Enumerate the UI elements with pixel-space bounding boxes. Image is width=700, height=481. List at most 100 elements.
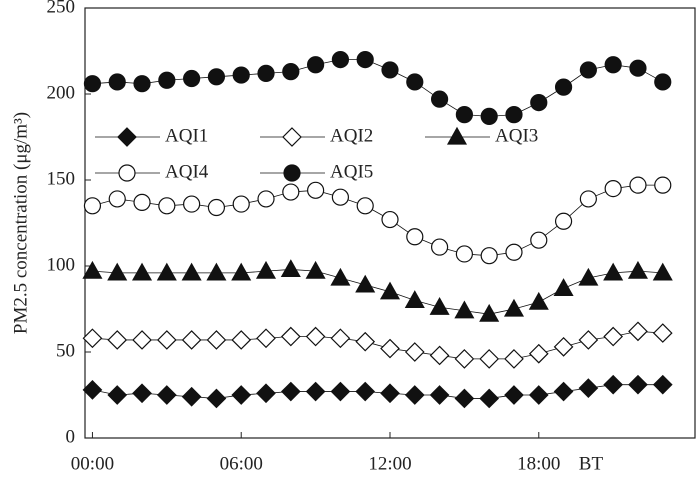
data-point xyxy=(206,262,227,281)
y-tick-label: 0 xyxy=(66,426,76,447)
x-tick-label: 12:00 xyxy=(368,453,411,474)
data-point xyxy=(82,260,103,279)
data-point xyxy=(231,385,252,405)
data-point xyxy=(231,262,252,281)
data-point xyxy=(578,267,599,286)
series-line xyxy=(92,330,663,360)
data-point xyxy=(603,262,624,281)
data-point xyxy=(307,181,325,199)
data-point xyxy=(107,385,128,405)
data-point xyxy=(579,61,597,79)
legend-label: AQI1 xyxy=(165,125,208,146)
data-point xyxy=(330,267,351,286)
data-point xyxy=(504,349,524,369)
data-point xyxy=(181,386,202,407)
x-tick-label: 18:00 xyxy=(517,453,560,474)
data-point xyxy=(554,212,573,230)
data-point xyxy=(156,385,177,405)
data-point xyxy=(381,61,399,79)
data-point xyxy=(83,75,102,93)
data-point xyxy=(603,374,624,395)
data-point xyxy=(82,328,103,349)
x-tick-label: 06:00 xyxy=(220,453,263,474)
data-point xyxy=(158,71,176,89)
data-point xyxy=(331,188,350,206)
data-point xyxy=(429,297,450,315)
data-point xyxy=(455,245,473,263)
data-point xyxy=(83,197,102,215)
data-point xyxy=(652,374,673,395)
data-point xyxy=(480,107,498,125)
data-point xyxy=(156,330,177,350)
data-point xyxy=(181,262,202,281)
data-point xyxy=(404,342,425,362)
y-axis-label: PM2.5 concentration (μg/m³) xyxy=(10,112,31,334)
data-point xyxy=(528,343,549,364)
data-point xyxy=(380,338,400,359)
data-point xyxy=(305,381,326,402)
data-point xyxy=(331,50,350,69)
legend-marker xyxy=(118,164,136,182)
data-point xyxy=(654,176,672,194)
data-point xyxy=(307,56,325,74)
data-point xyxy=(479,303,500,322)
data-point xyxy=(133,193,151,211)
series-line xyxy=(92,384,663,399)
data-point xyxy=(356,50,374,69)
legend-marker xyxy=(283,164,301,182)
data-point xyxy=(181,330,202,350)
data-point xyxy=(330,381,351,402)
data-point xyxy=(406,228,424,246)
data-point xyxy=(429,385,450,405)
data-point xyxy=(282,183,300,201)
y-tick-label: 200 xyxy=(47,82,76,103)
y-tick-label: 250 xyxy=(47,0,76,17)
data-point xyxy=(629,176,647,194)
data-point xyxy=(107,262,128,281)
data-point xyxy=(553,336,574,357)
data-point xyxy=(530,93,548,112)
data-point xyxy=(255,260,277,279)
data-point xyxy=(379,281,401,300)
data-point xyxy=(207,198,226,217)
y-tick-label: 150 xyxy=(47,168,76,189)
data-point xyxy=(628,321,648,342)
data-point xyxy=(257,190,275,208)
data-point xyxy=(355,274,376,293)
data-point xyxy=(628,374,648,395)
data-point xyxy=(505,243,523,261)
data-point xyxy=(505,106,523,124)
data-point xyxy=(108,190,126,208)
data-point xyxy=(404,385,425,405)
data-point xyxy=(528,385,549,405)
series-line xyxy=(92,59,663,117)
data-point xyxy=(380,383,400,404)
legend-marker xyxy=(117,127,137,147)
legend-marker xyxy=(446,126,468,145)
legend-label: AQI2 xyxy=(330,125,373,146)
x-tick-label: 00:00 xyxy=(71,453,114,474)
data-point xyxy=(652,262,673,281)
data-point xyxy=(430,238,449,256)
data-point xyxy=(480,247,498,265)
data-point xyxy=(158,197,176,215)
data-point xyxy=(257,64,275,82)
data-point xyxy=(280,381,301,402)
data-point xyxy=(305,326,326,347)
data-point xyxy=(578,330,599,350)
data-point xyxy=(406,73,424,91)
data-point xyxy=(232,66,250,84)
data-point xyxy=(282,63,300,81)
data-point xyxy=(604,180,622,198)
data-point xyxy=(604,56,622,74)
data-point xyxy=(256,328,276,349)
data-point xyxy=(503,298,525,317)
data-point xyxy=(455,106,473,124)
data-point xyxy=(207,68,226,86)
data-point xyxy=(454,349,475,369)
x-axis-label: BT xyxy=(579,453,604,474)
data-point xyxy=(108,73,126,91)
data-point xyxy=(206,388,227,409)
data-point xyxy=(381,210,399,229)
data-point xyxy=(553,278,574,296)
